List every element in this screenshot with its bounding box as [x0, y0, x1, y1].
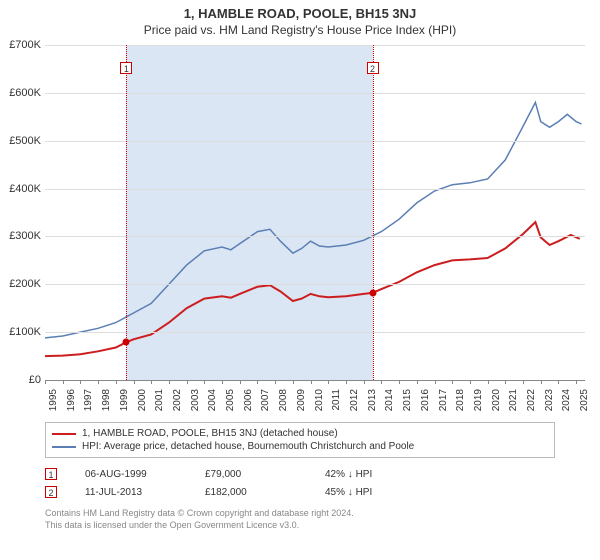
x-tick-label: 2003	[190, 389, 201, 411]
chart-plot-area: 12	[45, 45, 585, 381]
transaction-dot	[369, 289, 376, 296]
y-tick-label: £300K	[9, 230, 41, 242]
chart-legend: 1, HAMBLE ROAD, POOLE, BH15 3NJ (detache…	[45, 422, 555, 458]
x-tick-label: 2001	[154, 389, 165, 411]
transaction-marker-label: 2	[367, 62, 379, 74]
x-tick-label: 2011	[331, 389, 342, 411]
x-tick-label: 2025	[579, 389, 590, 411]
x-axis-labels: 1995 1996 1997 1998 1999 2000 2001 2002 2003 2004…	[45, 383, 585, 423]
y-tick-label: £500K	[9, 135, 41, 147]
x-tick-label: 2018	[455, 389, 466, 411]
y-axis-labels: £0£100K£200K£300K£400K£500K£600K£700K	[0, 45, 43, 380]
footnote-row: 106-AUG-1999£79,00042% ↓ HPI	[45, 465, 565, 483]
x-tick-label: 2020	[491, 389, 502, 411]
chart-subtitle: Price paid vs. HM Land Registry's House …	[0, 21, 600, 41]
y-tick-label: £100K	[9, 326, 41, 338]
x-tick-label: 2014	[384, 389, 395, 411]
x-tick-label: 2019	[473, 389, 484, 411]
x-tick-label: 1999	[119, 389, 130, 411]
data-credits: Contains HM Land Registry data © Crown c…	[45, 508, 565, 531]
legend-item: HPI: Average price, detached house, Bour…	[52, 440, 548, 453]
y-tick-label: £700K	[9, 39, 41, 51]
x-tick-label: 1995	[48, 389, 59, 411]
chart-title: 1, HAMBLE ROAD, POOLE, BH15 3NJ	[0, 0, 600, 21]
x-tick-label: 2023	[544, 389, 555, 411]
x-tick-label: 2015	[402, 389, 413, 411]
x-tick-label: 2024	[561, 389, 572, 411]
transaction-footnotes: 106-AUG-1999£79,00042% ↓ HPI211-JUL-2013…	[45, 465, 565, 501]
x-tick-label: 2010	[314, 389, 325, 411]
x-tick-label: 2008	[278, 389, 289, 411]
x-tick-label: 2013	[367, 389, 378, 411]
y-tick-label: £600K	[9, 87, 41, 99]
x-tick-label: 2009	[296, 389, 307, 411]
legend-item: 1, HAMBLE ROAD, POOLE, BH15 3NJ (detache…	[52, 427, 548, 440]
x-tick-label: 2022	[526, 389, 537, 411]
x-tick-label: 1996	[66, 389, 77, 411]
x-tick-label: 1997	[83, 389, 94, 411]
x-tick-label: 2017	[438, 389, 449, 411]
x-tick-label: 2004	[207, 389, 218, 411]
credits-line: Contains HM Land Registry data © Crown c…	[45, 508, 565, 520]
y-tick-label: £400K	[9, 183, 41, 195]
x-tick-label: 2005	[225, 389, 236, 411]
transaction-dot	[123, 339, 130, 346]
x-tick-label: 2007	[260, 389, 271, 411]
x-tick-label: 2021	[508, 389, 519, 411]
x-tick-label: 2012	[349, 389, 360, 411]
x-tick-label: 2006	[243, 389, 254, 411]
x-tick-label: 1998	[101, 389, 112, 411]
y-tick-label: £0	[29, 374, 41, 386]
x-tick-label: 2000	[137, 389, 148, 411]
credits-line: This data is licensed under the Open Gov…	[45, 520, 565, 532]
y-tick-label: £200K	[9, 278, 41, 290]
x-tick-label: 2002	[172, 389, 183, 411]
x-tick-label: 2016	[420, 389, 431, 411]
transaction-marker-label: 1	[120, 62, 132, 74]
footnote-row: 211-JUL-2013£182,00045% ↓ HPI	[45, 483, 565, 501]
